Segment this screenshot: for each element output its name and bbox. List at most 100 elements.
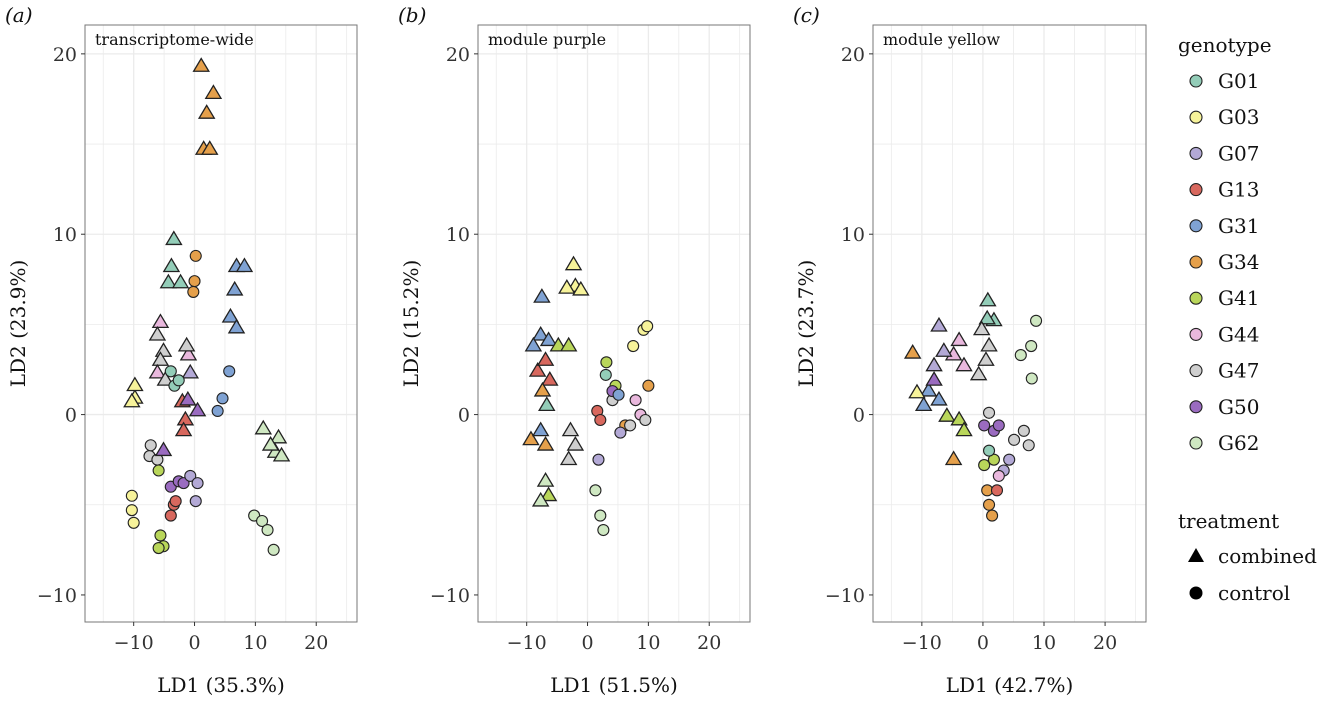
x-tick-label: 10 — [636, 632, 660, 654]
legend-swatch-G34 — [1189, 255, 1203, 269]
legend-label-combined: combined — [1218, 544, 1317, 568]
point-G47-control — [144, 439, 157, 452]
point-G41-control — [978, 459, 991, 472]
legend-swatch-G50 — [1189, 400, 1203, 414]
point-G47-control — [982, 406, 996, 419]
point-G01-combined — [538, 396, 556, 412]
point-G62-combined — [531, 491, 550, 507]
point-G62-control — [1030, 314, 1043, 327]
point-G50-combined — [179, 390, 197, 406]
x-tick-label: −10 — [507, 632, 547, 654]
point-G31-combined — [539, 331, 558, 347]
x-tick-label: 10 — [243, 632, 267, 654]
legend-label-G41: G41 — [1218, 286, 1259, 310]
panel-title: module purple — [488, 30, 606, 49]
legend-label-G50: G50 — [1218, 395, 1259, 419]
point-G13-control — [169, 495, 182, 508]
point-G41-combined — [938, 407, 956, 422]
panel-tag: (c) — [793, 3, 820, 27]
point-G03-combined — [908, 383, 926, 399]
point-G07-combined — [181, 363, 200, 379]
point-G31-combined — [227, 318, 246, 334]
point-G31-combined — [225, 280, 244, 296]
point-G07-combined — [935, 342, 953, 357]
plot-border — [872, 24, 1147, 623]
legend: genotype G01 G03 G07 G13 G31 G34 G41 G44 G47 G50 G6… — [1178, 33, 1317, 605]
point-G34-combined — [204, 84, 223, 99]
point-G41-combined — [955, 421, 973, 437]
point-G13-combined — [536, 351, 555, 366]
point-G47-combined — [969, 365, 988, 381]
y-axis-title: LD2 (15.2%) — [399, 260, 423, 388]
point-G34-control — [642, 379, 655, 392]
y-tick-label: −10 — [430, 585, 470, 607]
point-G34-combined — [192, 57, 210, 72]
y-tick-label: −10 — [825, 585, 865, 607]
point-G50-combined — [154, 441, 173, 457]
legend-label-G03: G03 — [1218, 105, 1259, 129]
point-G07-control — [189, 495, 202, 508]
legend-label-control: control — [1218, 581, 1290, 605]
point-G03-control — [125, 504, 138, 517]
panel-tag: (b) — [398, 3, 426, 27]
legend-label-G31: G31 — [1218, 214, 1259, 238]
point-G31-control — [216, 392, 229, 405]
point-G62-control — [594, 509, 607, 522]
point-G47-control — [639, 413, 652, 427]
point-G34-combined — [522, 430, 540, 446]
point-G62-control — [1014, 349, 1027, 362]
point-G34-combined — [944, 450, 963, 466]
point-G13-combined — [541, 371, 559, 386]
x-tick-label: −10 — [902, 632, 942, 654]
plot-border — [84, 24, 358, 623]
point-G47-combined — [156, 371, 175, 386]
legend-label-G01: G01 — [1218, 69, 1259, 93]
point-G07-control — [191, 477, 204, 490]
point-G13-combined — [174, 421, 193, 437]
point-G47-control — [1017, 424, 1030, 437]
point-G34-control — [982, 498, 996, 511]
point-G41-combined — [950, 410, 968, 426]
point-G34-combined — [197, 104, 216, 119]
point-G41-combined — [549, 336, 568, 352]
point-G01-combined — [978, 309, 996, 325]
point-G01-control — [599, 368, 612, 381]
point-G07-control — [592, 453, 605, 466]
point-G31-combined — [930, 390, 948, 406]
point-G44-control — [992, 469, 1005, 482]
y-tick-label: 10 — [841, 224, 865, 246]
legend-swatch-G62 — [1189, 436, 1203, 450]
point-G13-control — [164, 509, 177, 522]
x-tick-label: 20 — [1093, 632, 1117, 654]
point-G44-combined — [179, 345, 198, 361]
point-G34-combined — [903, 343, 922, 359]
legend-label-G07: G07 — [1218, 141, 1259, 165]
legend-swatch-G31 — [1189, 219, 1203, 233]
y-tick-label: 20 — [446, 44, 470, 66]
point-G47-combined — [566, 435, 585, 451]
circle-icon — [1189, 586, 1203, 600]
point-G62-combined — [261, 435, 280, 451]
panel-tag: (a) — [5, 3, 33, 27]
legend-swatch-G07 — [1189, 146, 1203, 160]
point-G34-combined — [533, 381, 552, 397]
point-G44-combined — [955, 356, 973, 372]
legend-label-G47: G47 — [1218, 359, 1259, 383]
point-G62-control — [1025, 372, 1038, 385]
point-G31-control — [612, 388, 625, 401]
point-G03-combined — [558, 279, 576, 294]
y-tick-label: −10 — [37, 585, 77, 607]
point-G31-combined — [533, 288, 551, 303]
legend-swatch-G13 — [1189, 183, 1203, 197]
point-G44-combined — [148, 363, 167, 379]
panel-title: module yellow — [883, 30, 1000, 49]
point-G62-combined — [254, 419, 273, 435]
point-G31-combined — [919, 381, 938, 397]
point-G34-control — [187, 285, 200, 298]
point-G47-combined — [148, 325, 167, 341]
point-G41-control — [154, 529, 167, 542]
point-G31-combined — [524, 336, 543, 352]
point-G34-combined — [201, 140, 219, 155]
point-G62-control — [256, 514, 269, 528]
